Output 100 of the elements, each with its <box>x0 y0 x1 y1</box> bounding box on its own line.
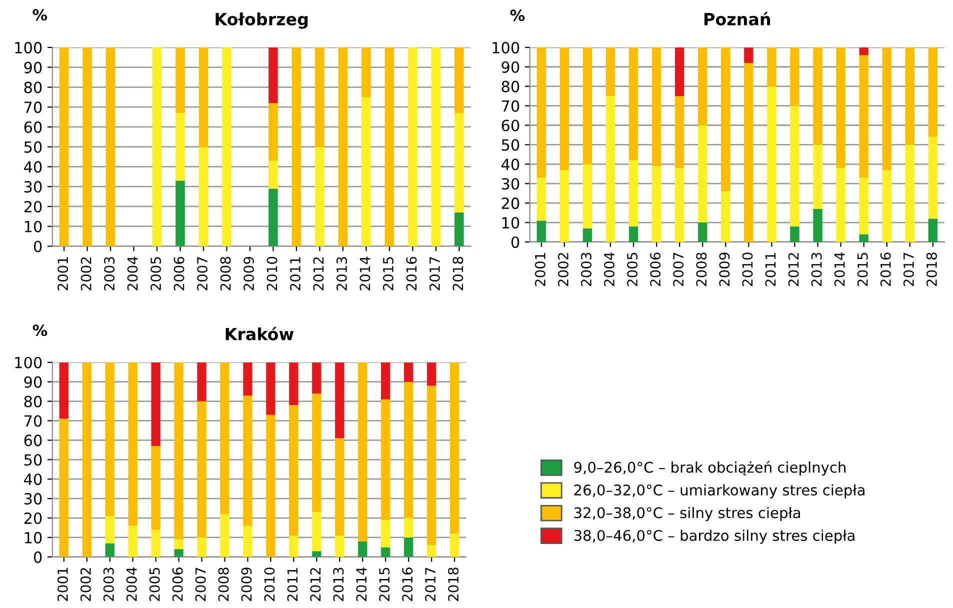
x-tick-label: 2003 <box>103 568 114 601</box>
bar <box>312 551 322 557</box>
y-tick-label: 0 <box>511 236 520 248</box>
bar <box>905 144 914 242</box>
y-tick-label: 90 <box>502 61 520 73</box>
y-tick-label: 20 <box>24 512 42 524</box>
bar <box>105 516 114 544</box>
y-tick-label: 100 <box>15 42 42 54</box>
bar <box>222 47 232 246</box>
bar <box>404 382 414 518</box>
bar <box>243 526 252 557</box>
bar <box>628 226 638 242</box>
x-tick-label: 2018 <box>926 252 937 286</box>
y-axis-title: % <box>32 324 48 336</box>
x-tick-label: 2009 <box>241 568 252 601</box>
y-tick-label: 50 <box>502 139 520 151</box>
x-tick-label: 2018 <box>452 256 464 290</box>
bar <box>128 362 138 526</box>
x-tick-label: 2015 <box>857 252 868 286</box>
y-tick-label: 0 <box>34 551 42 563</box>
bar <box>404 537 414 557</box>
y-tick-label: 100 <box>15 356 42 368</box>
bar <box>59 418 68 557</box>
bar <box>582 228 592 242</box>
bar <box>628 160 638 226</box>
bar <box>698 125 708 223</box>
bar <box>289 405 298 536</box>
chart-title: Kołobrzeg <box>216 12 308 29</box>
bar <box>220 514 230 557</box>
x-tick-label: 2008 <box>696 252 707 286</box>
bar <box>408 47 418 246</box>
x-tick-label: 2009 <box>244 256 254 290</box>
y-tick-label: 0 <box>34 240 42 252</box>
bar <box>335 536 344 557</box>
x-tick-label: 2005 <box>627 252 638 286</box>
bar <box>312 394 322 512</box>
bar <box>268 103 278 161</box>
bar <box>151 446 160 530</box>
legend-label: 32,0–38,0°C – silny stres ciepła <box>574 506 800 522</box>
bar <box>813 208 822 242</box>
x-tick-label: 2006 <box>650 252 661 286</box>
bar <box>176 47 185 114</box>
y-tick-label: 80 <box>24 396 42 408</box>
bar <box>606 47 616 96</box>
x-tick-label: 2001 <box>58 257 68 290</box>
bar <box>176 180 185 246</box>
bar <box>243 362 252 396</box>
x-tick-label: 2005 <box>150 257 162 290</box>
bar <box>315 146 324 246</box>
x-tick-label: 2012 <box>788 253 799 286</box>
bar <box>292 47 302 246</box>
x-tick-label: 2010 <box>742 252 753 286</box>
legend-label: 9,0–26,0°C – brak obciążeń cieplnych <box>574 460 846 476</box>
bar <box>450 362 460 534</box>
bar <box>698 222 708 242</box>
x-tick-label: 2002 <box>80 568 91 601</box>
bar <box>721 47 730 192</box>
x-tick-label: 2017 <box>429 257 440 290</box>
bar <box>721 191 730 242</box>
x-tick-label: 2003 <box>104 257 115 290</box>
bar <box>582 47 592 164</box>
x-tick-label: 2010 <box>264 568 275 601</box>
bar <box>59 362 68 419</box>
bar <box>152 47 162 246</box>
bar <box>312 512 322 552</box>
y-tick-label: 10 <box>24 220 42 232</box>
bar <box>151 530 160 557</box>
bar <box>268 188 278 246</box>
bar <box>606 96 616 242</box>
bar <box>198 47 208 147</box>
bar <box>454 47 464 114</box>
bar <box>450 534 460 557</box>
bar <box>174 362 184 540</box>
bar <box>454 113 464 212</box>
y-tick-label: 50 <box>24 141 42 153</box>
y-tick-label: 80 <box>502 80 520 92</box>
bar <box>836 47 846 168</box>
bar <box>859 178 868 234</box>
bar <box>59 47 69 246</box>
bar <box>404 518 414 538</box>
x-tick-label: 2014 <box>360 256 370 290</box>
bar <box>82 362 92 557</box>
bar <box>836 168 846 242</box>
x-tick-label: 2010 <box>266 256 278 290</box>
y-tick-label: 60 <box>24 121 42 133</box>
bar <box>381 362 390 400</box>
y-tick-label: 50 <box>24 454 42 466</box>
bar <box>381 399 390 520</box>
bar <box>674 96 684 168</box>
bar <box>381 547 390 557</box>
bar <box>197 362 206 402</box>
bar <box>404 362 414 382</box>
bar <box>652 47 662 166</box>
bar <box>220 362 230 514</box>
x-tick-label: 2011 <box>287 568 298 601</box>
x-tick-label: 2015 <box>382 257 394 290</box>
x-tick-label: 2016 <box>880 252 891 286</box>
y-tick-label: 10 <box>24 532 42 544</box>
bar <box>536 178 546 221</box>
x-tick-label: 2015 <box>379 568 390 601</box>
